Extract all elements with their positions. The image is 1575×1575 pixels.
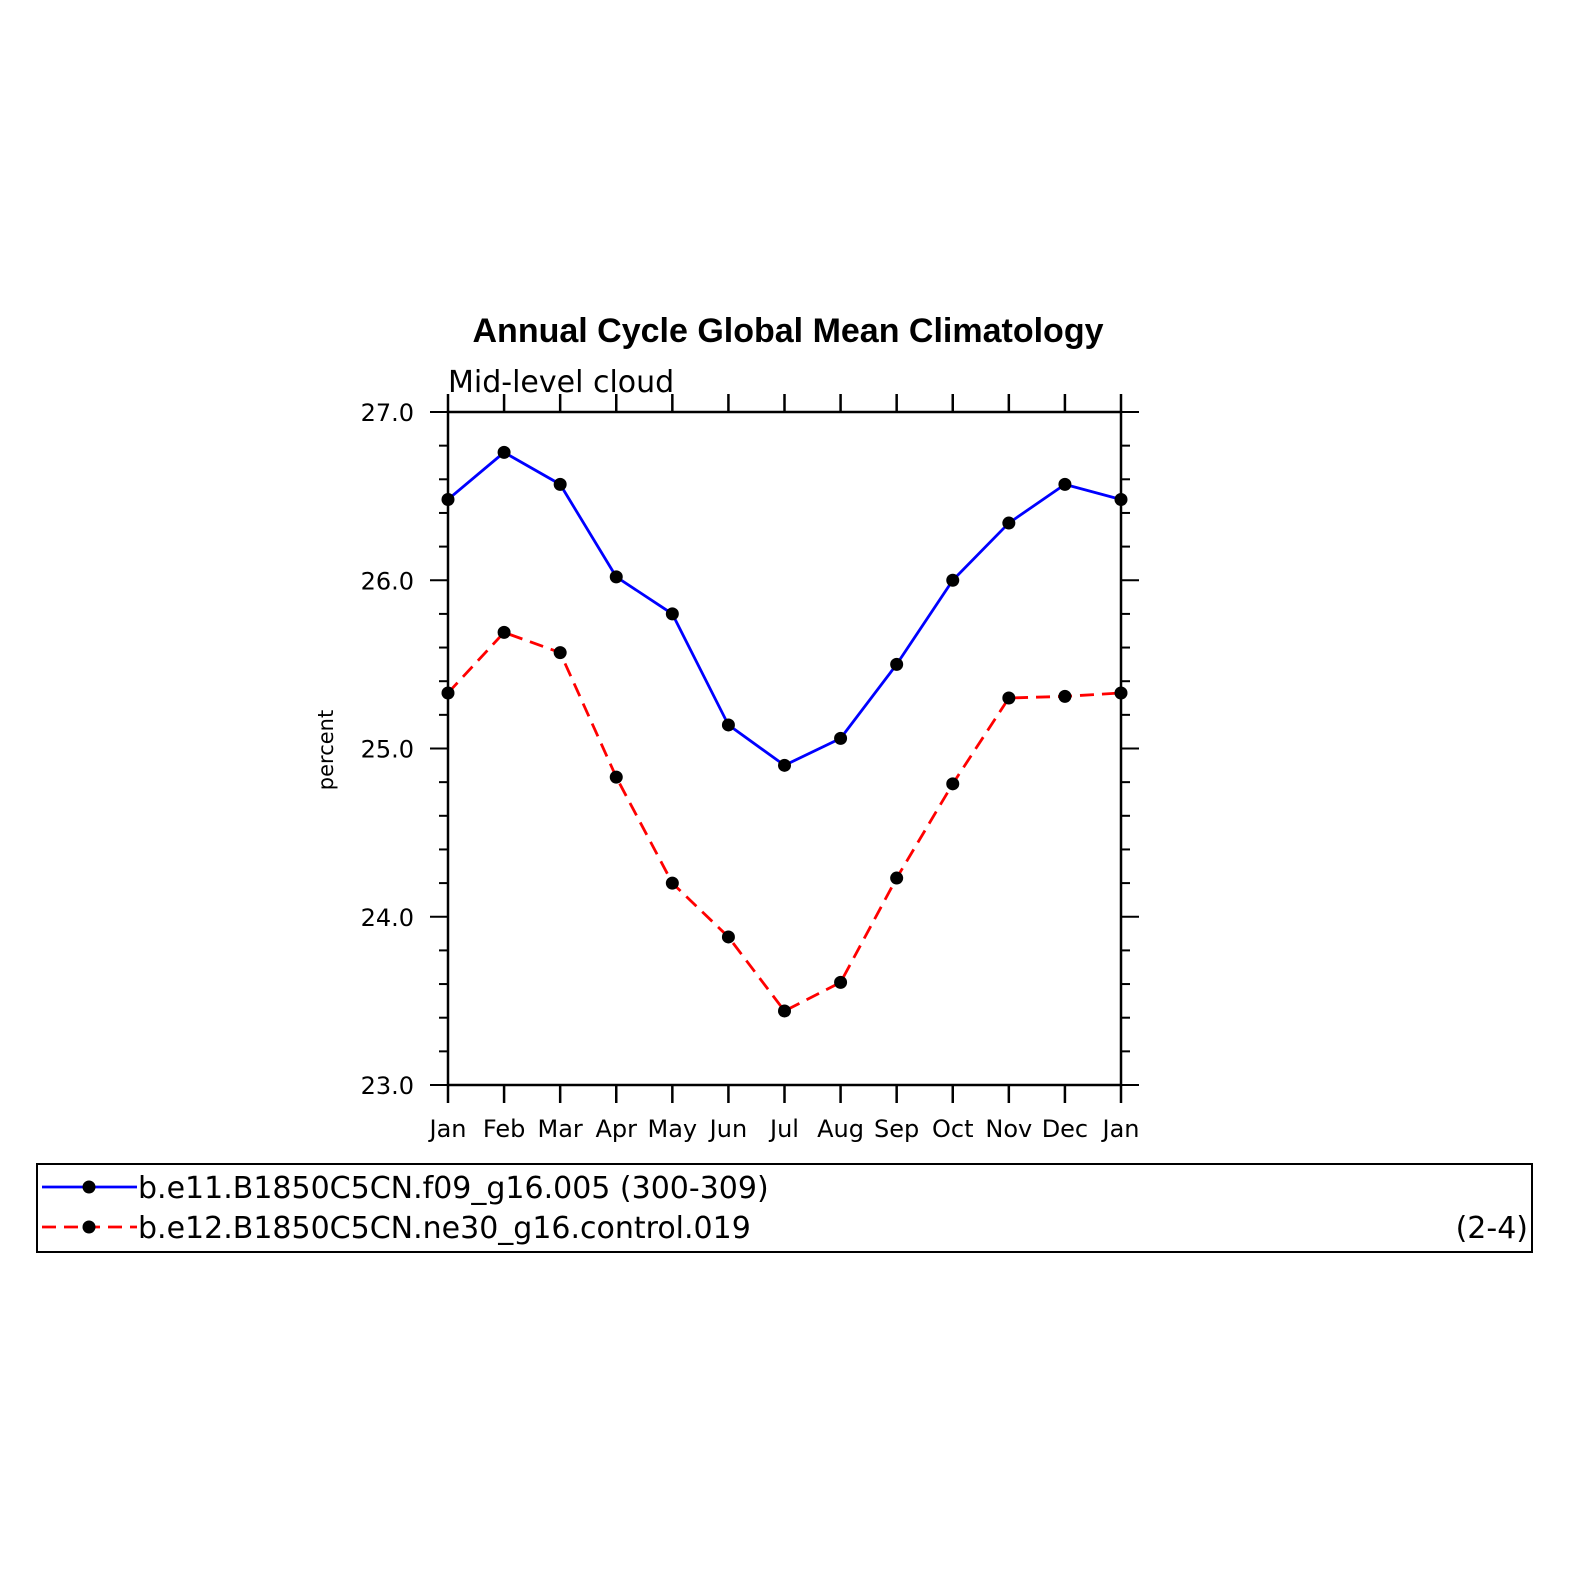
x-tick-label: Mar	[538, 1115, 583, 1143]
series-2-point	[1114, 686, 1128, 700]
series-2-point	[497, 625, 511, 639]
series-line-2	[446, 630, 1122, 1013]
legend-marker-2	[82, 1220, 96, 1234]
series-2-point	[778, 1004, 791, 1018]
series-1-point	[553, 477, 567, 491]
series-layer	[441, 445, 1128, 1018]
series-2-point	[553, 646, 567, 660]
x-tick-label: Jul	[768, 1115, 799, 1143]
legend-note-2: (2-4)	[1456, 1211, 1528, 1246]
series-1-point	[890, 657, 904, 671]
series-1-point	[1114, 492, 1128, 506]
x-tick-label: Oct	[932, 1115, 974, 1143]
series-2-point	[946, 777, 960, 791]
series-1-point	[1058, 477, 1072, 491]
series-1-point	[497, 445, 511, 459]
series-2-point	[609, 770, 623, 784]
series-2-point	[890, 871, 904, 885]
series-2-point	[441, 686, 455, 700]
y-axis-label: percent	[314, 710, 338, 790]
series-1-point	[721, 718, 735, 732]
series-1-point	[609, 570, 623, 584]
x-tick-label: Dec	[1042, 1115, 1088, 1143]
legend-box	[36, 1163, 1533, 1253]
series-2-point	[665, 876, 679, 890]
legend-label-1: b.e11.B1850C5CN.f09_g16.005 (300-309)	[138, 1171, 769, 1206]
series-1-point	[946, 573, 960, 587]
x-tick-label: Aug	[817, 1115, 864, 1143]
y-tick-label: 26.0	[361, 567, 414, 595]
axis-ticks: Jan Feb Mar Apr May Jun Jul Aug Sep Oct Nov Dec Jan 2…	[361, 394, 1140, 1143]
x-tick-label: Sep	[874, 1115, 919, 1143]
series-1-point	[778, 758, 791, 772]
x-tick-label: May	[648, 1115, 698, 1143]
x-tick-label: Feb	[483, 1115, 526, 1143]
plot-frame	[446, 410, 1123, 1087]
series-1-point	[441, 492, 455, 506]
y-tick-label: 24.0	[361, 904, 414, 932]
x-tick-label: Nov	[985, 1115, 1032, 1143]
series-2-point	[1002, 691, 1016, 705]
legend-marker-1	[82, 1180, 96, 1194]
y-tick-label: 23.0	[361, 1072, 414, 1100]
series-line-1	[447, 450, 1122, 767]
series-1-point	[834, 731, 848, 745]
chart-title: Annual Cycle Global Mean Climatology	[473, 312, 1104, 350]
series-1-point	[665, 607, 679, 621]
legend-label-2: b.e12.B1850C5CN.ne30_g16.control.019	[138, 1211, 751, 1246]
y-tick-label: 25.0	[361, 736, 414, 764]
x-tick-label: Jan	[1101, 1115, 1140, 1143]
legend: b.e11.B1850C5CN.f09_g16.005 (300-309) b.e…	[36, 1163, 1533, 1253]
series-2-point	[1058, 689, 1072, 703]
x-tick-label: Jan	[428, 1115, 467, 1143]
series-1-point	[1002, 516, 1016, 530]
y-tick-label: 27.0	[361, 399, 414, 427]
series-2-point	[834, 975, 848, 989]
series-2-point	[721, 930, 735, 944]
x-tick-label: Jun	[708, 1115, 748, 1143]
x-tick-label: Apr	[595, 1115, 637, 1143]
